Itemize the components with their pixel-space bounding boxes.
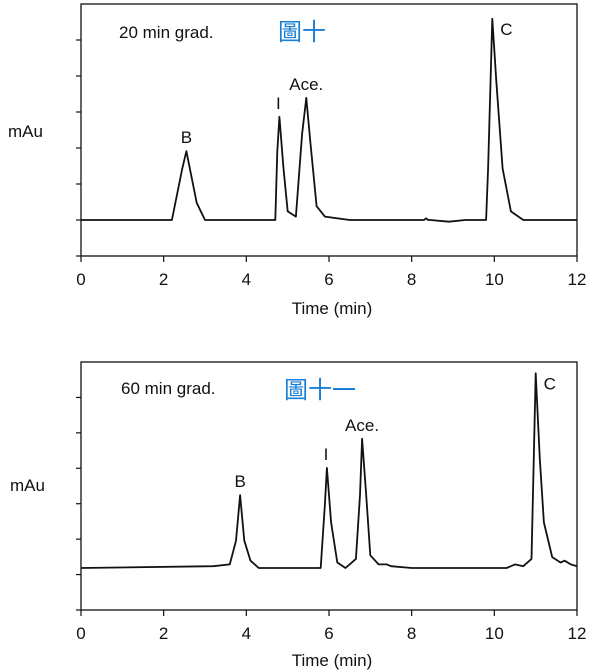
x-tick-label: 0 <box>76 624 85 643</box>
x-tick-label: 8 <box>407 270 416 289</box>
x-tick-label: 6 <box>324 624 333 643</box>
y-axis-label-2: mAu <box>10 476 45 495</box>
peak-label: I <box>324 445 329 464</box>
x-tick-label: 4 <box>242 624 251 643</box>
x-axis-label-2: Time (min) <box>292 651 373 670</box>
peak-labels-1: B I Ace. C <box>181 20 513 147</box>
stamp-label-2: 圖十一 <box>284 376 356 404</box>
x-tick-label: 12 <box>568 270 587 289</box>
gradient-note-2: 60 min grad. <box>121 379 216 398</box>
x-tick-label: 8 <box>407 624 416 643</box>
x-axis-label-1: Time (min) <box>292 299 373 318</box>
x-tick-label: 10 <box>485 270 504 289</box>
x-ticks-1: 0 2 4 6 8 10 12 <box>76 256 586 289</box>
x-tick-label: 0 <box>76 270 85 289</box>
series-line-2 <box>80 372 578 569</box>
y-axis-label-1: mAu <box>8 122 43 141</box>
x-tick-label: 2 <box>159 270 168 289</box>
peak-label: I <box>276 94 281 113</box>
peak-label: Ace. <box>345 416 379 435</box>
peak-label: Ace. <box>289 75 323 94</box>
x-tick-label: 6 <box>324 270 333 289</box>
series-line-1 <box>81 17 577 223</box>
peak-labels-2: B I Ace. C <box>234 374 555 491</box>
stamp-label-1: 圖十 <box>278 18 326 46</box>
x-tick-label: 10 <box>485 624 504 643</box>
peak-label: B <box>234 472 245 491</box>
panel-20min: 0 2 4 6 8 10 12 B I Ace. C 20 min grad. 圖十 mAu Ti… <box>8 3 586 318</box>
peak-label: B <box>181 128 192 147</box>
x-tick-label: 2 <box>159 624 168 643</box>
y-ticks-2 <box>76 396 81 611</box>
x-tick-label: 12 <box>568 624 587 643</box>
peak-label: C <box>544 374 556 393</box>
panel-60min: 0 2 4 6 8 10 12 B I Ace. C 60 min grad. 圖十一 mAu T… <box>10 361 586 670</box>
gradient-note-1: 20 min grad. <box>119 23 214 42</box>
x-tick-label: 4 <box>242 270 251 289</box>
peak-label: C <box>500 20 512 39</box>
x-ticks-2: 0 2 4 6 8 10 12 <box>76 610 586 643</box>
y-ticks-1 <box>76 39 81 257</box>
